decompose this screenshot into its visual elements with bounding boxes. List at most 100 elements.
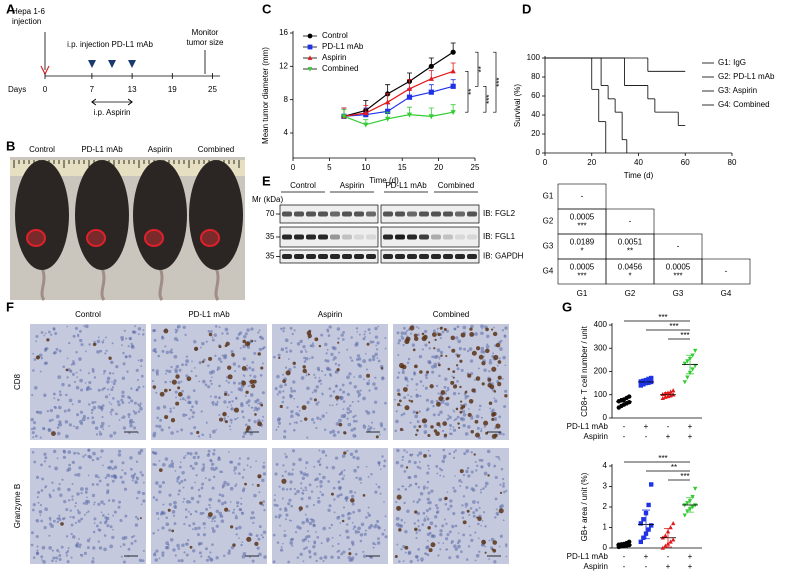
nucleus [331, 545, 334, 548]
nucleus [493, 560, 497, 564]
stained-cell [491, 417, 495, 421]
nucleus [480, 416, 483, 419]
nucleus [424, 374, 427, 377]
nucleus [362, 359, 367, 364]
stained-cell [224, 392, 228, 396]
nucleus [376, 348, 379, 351]
nucleus [374, 326, 378, 331]
nucleus [121, 461, 125, 465]
stained-cell [468, 398, 474, 404]
nucleus [249, 556, 251, 559]
nucleus [422, 384, 425, 387]
condition-value: - [645, 432, 648, 441]
nucleus [106, 489, 110, 493]
blot-band [366, 234, 376, 240]
nucleus [66, 560, 70, 564]
nucleus [133, 330, 137, 334]
nucleus [416, 511, 421, 516]
nucleus [449, 504, 453, 508]
nucleus [418, 498, 421, 502]
nucleus [105, 336, 107, 339]
nucleus [176, 543, 180, 548]
blot-band [330, 234, 340, 240]
nucleus [101, 409, 103, 412]
blot-band [407, 234, 417, 240]
stained-cell [452, 384, 458, 389]
nucleus [307, 496, 312, 500]
nucleus [107, 499, 111, 502]
nucleus [396, 331, 400, 335]
nucleus [246, 364, 249, 367]
nucleus [430, 489, 434, 493]
nucleus [56, 517, 59, 520]
nucleus [61, 478, 64, 481]
nucleus [319, 556, 323, 560]
nucleus [345, 529, 349, 534]
nucleus [477, 522, 480, 526]
nucleus [158, 459, 161, 462]
nucleus [154, 351, 158, 354]
nucleus [208, 497, 213, 502]
nucleus [272, 560, 276, 564]
nucleus [66, 376, 69, 379]
nucleus [221, 332, 224, 335]
nucleus [137, 333, 140, 336]
nucleus [396, 543, 399, 546]
nucleus [288, 498, 292, 502]
nucleus [201, 341, 205, 346]
nucleus [183, 497, 186, 500]
nucleus [209, 379, 212, 383]
stained-cell [458, 426, 461, 429]
nucleus [429, 521, 434, 526]
nucleus [142, 385, 145, 388]
stained-cell [336, 368, 340, 372]
nucleus [494, 427, 497, 430]
nucleus [112, 528, 114, 531]
nucleus [319, 480, 323, 484]
nucleus [67, 487, 71, 492]
nucleus [191, 405, 194, 409]
blot-band [443, 254, 453, 259]
nucleus [169, 380, 172, 383]
nucleus [449, 499, 453, 503]
nucleus [168, 493, 172, 497]
nucleus [488, 465, 491, 468]
nucleus [207, 385, 211, 389]
nucleus [208, 478, 211, 482]
stained-cell [350, 498, 355, 503]
nucleus [312, 545, 316, 549]
nucleus [86, 546, 90, 550]
nucleus [418, 528, 422, 532]
nucleus [100, 500, 104, 504]
nucleus [39, 503, 43, 507]
nucleus [308, 555, 312, 559]
nucleus [128, 354, 132, 358]
day-label: 19 [168, 85, 177, 94]
nucleus [202, 379, 206, 384]
nucleus [93, 522, 96, 524]
nucleus [241, 411, 244, 413]
stained-cell [164, 414, 169, 420]
nucleus [96, 457, 100, 461]
nucleus [40, 489, 44, 492]
nucleus [329, 404, 331, 407]
nucleus [212, 475, 216, 479]
marker [693, 363, 698, 369]
nucleus [314, 376, 317, 379]
nucleus [212, 404, 215, 406]
x-tick-label: 25 [471, 163, 480, 172]
nucleus [426, 497, 430, 501]
timeline-text: injection [12, 17, 41, 26]
nucleus [347, 555, 351, 560]
nucleus [260, 533, 263, 537]
tumor [86, 229, 106, 247]
nucleus [244, 332, 248, 336]
nucleus [115, 364, 119, 369]
nucleus [408, 476, 412, 479]
nucleus [185, 515, 188, 519]
nucleus [406, 509, 410, 513]
nucleus [274, 387, 278, 391]
nucleus [401, 458, 404, 461]
nucleus [496, 514, 499, 516]
